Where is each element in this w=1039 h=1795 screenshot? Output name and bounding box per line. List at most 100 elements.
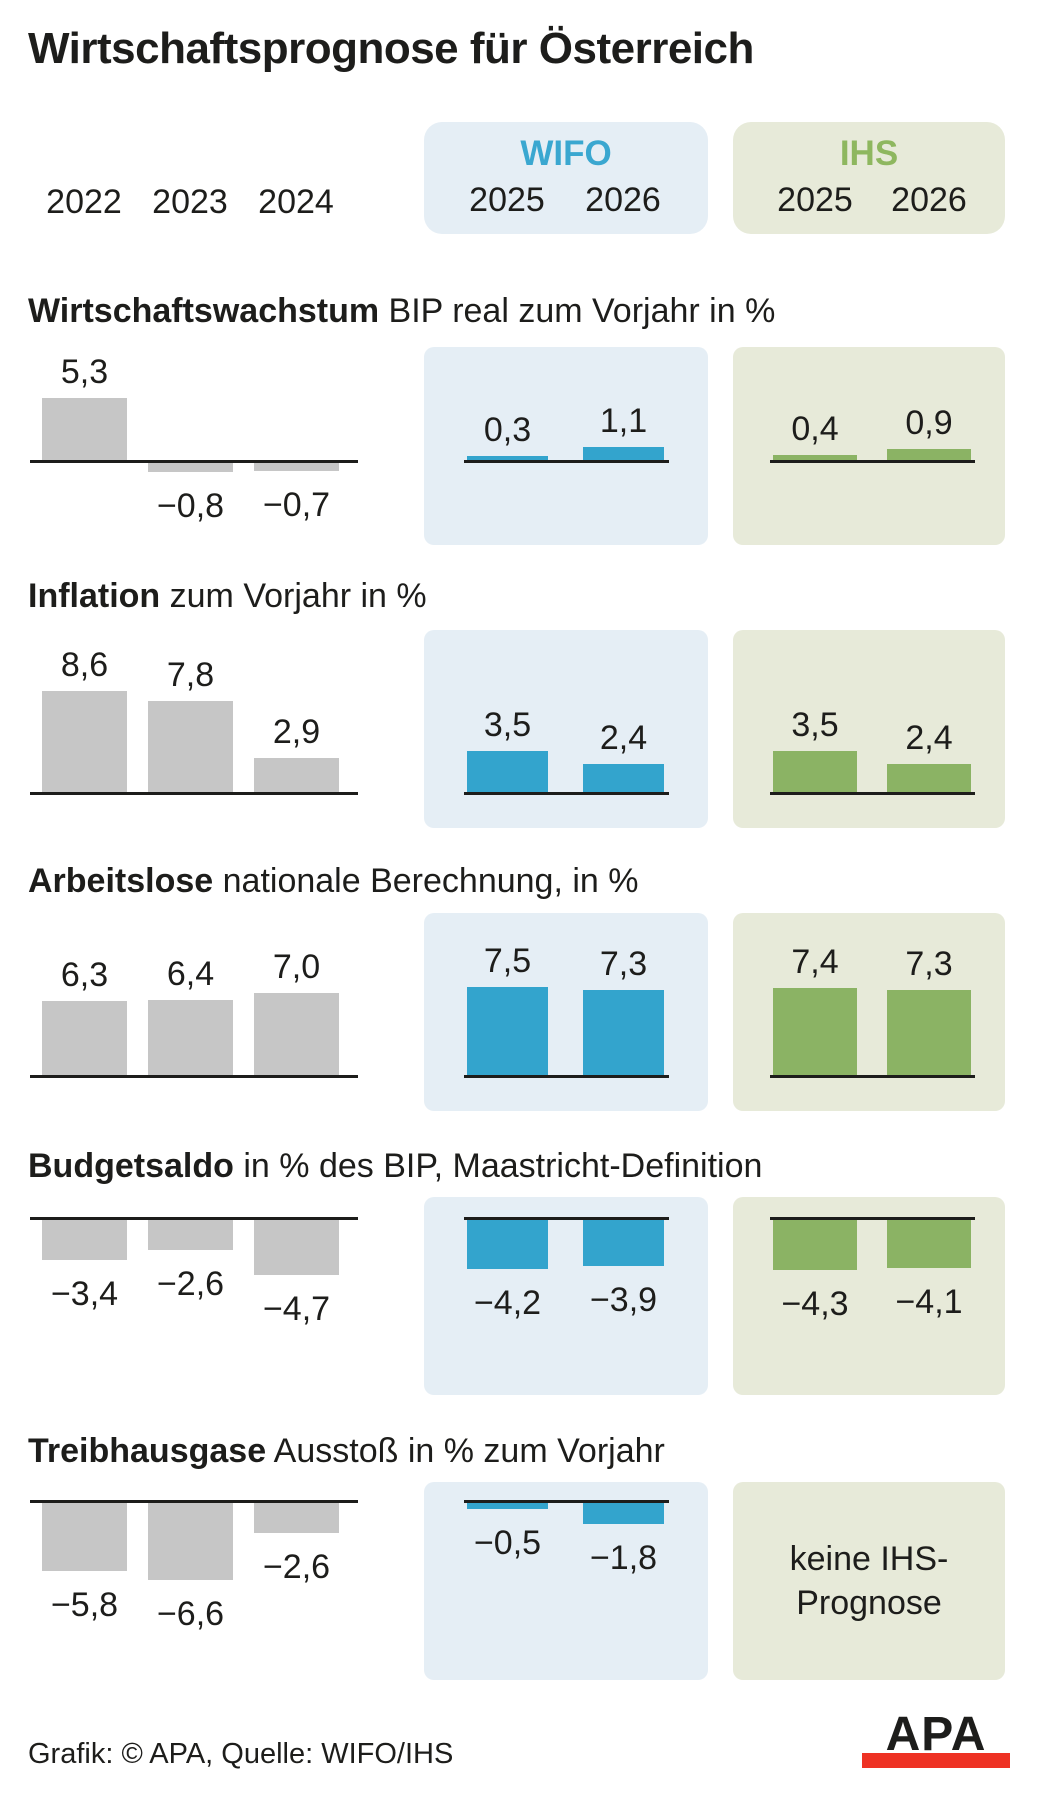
section-heading-budgetsaldo: Budgetsaldo in % des BIP, Maastricht-Def… [28, 1147, 1018, 1185]
ihs-label: IHS [839, 134, 899, 173]
section-subtitle: in % des BIP, Maastricht-Definition [233, 1147, 763, 1185]
ihs-year-2026: 2026 [891, 181, 967, 219]
chart-ihs-arbeitslose: 7,4 7,3 [733, 913, 1005, 1111]
ihs-value-label-2025: 3,5 [791, 706, 839, 745]
ihs-value-label-2025: −4,3 [781, 1285, 849, 1324]
wifo-bar-2026 [583, 1220, 664, 1266]
chart-ihs-inflation: 3,5 2,4 [733, 630, 1005, 828]
history-value-label-2023: −6,6 [156, 1595, 225, 1634]
history-value-label-2022: 5,3 [60, 352, 109, 391]
history-bar-2022 [42, 397, 127, 460]
wifo-value-label-2025: 3,5 [483, 706, 532, 745]
history-value-label-2024: 7,0 [272, 948, 321, 987]
history-value-label-2024: 2,9 [272, 713, 321, 752]
wifo-value-label-2025: −0,5 [473, 1523, 542, 1562]
section-subtitle: BIP real zum Vorjahr in % [379, 292, 776, 330]
history-bar-2024 [254, 1503, 339, 1534]
ihs-value-label-2025: 0,4 [791, 410, 839, 449]
chart-history-treibhausgase: −5,8 −6,6 −2,6 [28, 1482, 363, 1680]
history-value-label-2023: −2,6 [156, 1265, 225, 1304]
chart-history-inflation: 8,6 7,8 2,9 [28, 630, 363, 828]
zero-axis-line [30, 1500, 358, 1503]
zero-axis-line [770, 1217, 975, 1220]
chart-wifo-arbeitslose: 7,5 7,3 [424, 913, 708, 1111]
ihs-bar-2025 [773, 751, 857, 792]
apa-logo: APA [862, 1710, 1010, 1768]
history-bar-2023 [148, 1220, 233, 1251]
wifo-value-label-2026: 2,4 [599, 718, 648, 757]
history-bar-2022 [42, 691, 127, 792]
zero-axis-line [464, 1500, 669, 1503]
section-term: Inflation [28, 577, 161, 615]
history-bar-2024 [254, 993, 339, 1075]
chart-ihs-budgetsaldo: −4,3 −4,1 [733, 1197, 1005, 1395]
wifo-bar-2025 [467, 1503, 548, 1509]
history-value-label-2022: 8,6 [60, 646, 109, 685]
history-value-label-2024: −0,7 [262, 486, 331, 525]
history-bar-2024 [254, 1220, 339, 1275]
ihs-value-label-2026: 0,9 [905, 404, 953, 443]
wifo-value-label-2026: 1,1 [599, 402, 648, 441]
history-value-label-2023: −0,8 [156, 487, 225, 526]
chart-history-budgetsaldo: −3,4 −2,6 −4,7 [28, 1197, 363, 1395]
history-value-label-2022: 6,3 [60, 956, 109, 995]
history-year-2022: 2022 [46, 183, 122, 221]
ihs-bar-2025 [773, 1220, 857, 1271]
history-value-label-2023: 6,4 [166, 955, 215, 994]
history-bar-2023 [148, 700, 233, 792]
history-bar-2022 [42, 1220, 127, 1260]
ihs-bar-2025 [773, 988, 857, 1075]
history-value-label-2023: 7,8 [166, 655, 215, 694]
section-term: Budgetsaldo [28, 1147, 234, 1185]
wifo-label: WIFO [520, 134, 612, 173]
wifo-value-label-2026: 7,3 [599, 944, 648, 983]
history-bar-2023 [148, 1000, 233, 1075]
section-heading-inflation: Inflation zum Vorjahr in % [28, 577, 1018, 615]
history-bar-2024 [254, 463, 339, 472]
zero-axis-line [30, 1075, 358, 1078]
zero-axis-line [464, 460, 669, 463]
wifo-bar-2026 [583, 763, 664, 792]
chart-ihs-treibhausgase: keine IHS- Prognose [733, 1482, 1005, 1680]
chart-history-wirtschaftswachstum: 5,3 −0,8 −0,7 [28, 347, 363, 545]
history-value-label-2022: −3,4 [50, 1274, 119, 1313]
history-value-label-2024: −2,6 [262, 1548, 331, 1587]
chart-wifo-treibhausgase: −0,5 −1,8 [424, 1482, 708, 1680]
ihs-no-forecast-note: keine IHS- Prognose [789, 1540, 949, 1622]
section-term: Arbeitslose [28, 862, 214, 900]
ihs-value-label-2026: 7,3 [905, 944, 953, 983]
zero-axis-line [30, 460, 358, 463]
ihs-bar-2026 [887, 1220, 971, 1268]
zero-axis-line [30, 792, 358, 795]
page-title: Wirtschaftsprognose für Österreich [28, 24, 754, 73]
section-subtitle: zum Vorjahr in % [160, 577, 427, 615]
wifo-value-label-2025: −4,2 [473, 1284, 542, 1323]
zero-axis-line [464, 1075, 669, 1078]
wifo-year-2026: 2026 [585, 181, 661, 219]
credit-line: Grafik: © APA, Quelle: WIFO/IHS [28, 1738, 454, 1770]
wifo-bar-2025 [467, 751, 548, 792]
section-heading-wirtschaftswachstum: Wirtschaftswachstum BIP real zum Vorjahr… [28, 292, 1018, 330]
zero-axis-line [464, 792, 669, 795]
apa-logo-text: APA [885, 1708, 987, 1761]
wifo-value-label-2025: 0,3 [483, 411, 532, 450]
section-heading-treibhausgase: Treibhausgase Ausstoß in % zum Vorjahr [28, 1432, 1018, 1470]
history-year-2024: 2024 [258, 183, 334, 221]
ihs-year-2025: 2025 [777, 181, 853, 219]
history-value-label-2024: −4,7 [262, 1289, 331, 1328]
wifo-value-label-2026: −1,8 [589, 1539, 658, 1578]
wifo-bar-2026 [583, 1503, 664, 1525]
history-bar-2022 [42, 1503, 127, 1571]
chart-history-arbeitslose: 6,3 6,4 7,0 [28, 913, 363, 1111]
ihs-bar-2026 [887, 449, 971, 460]
ihs-value-label-2026: −4,1 [895, 1282, 963, 1321]
ihs-value-label-2026: 2,4 [905, 718, 953, 757]
section-term: Treibhausgase [28, 1432, 267, 1470]
wifo-header-panel: WIFO 2025 2026 [424, 122, 708, 234]
ihs-bar-2026 [887, 763, 971, 792]
history-bar-2023 [148, 1503, 233, 1581]
zero-axis-line [30, 1217, 358, 1220]
wifo-value-label-2025: 7,5 [483, 942, 532, 981]
chart-wifo-budgetsaldo: −4,2 −3,9 [424, 1197, 708, 1395]
